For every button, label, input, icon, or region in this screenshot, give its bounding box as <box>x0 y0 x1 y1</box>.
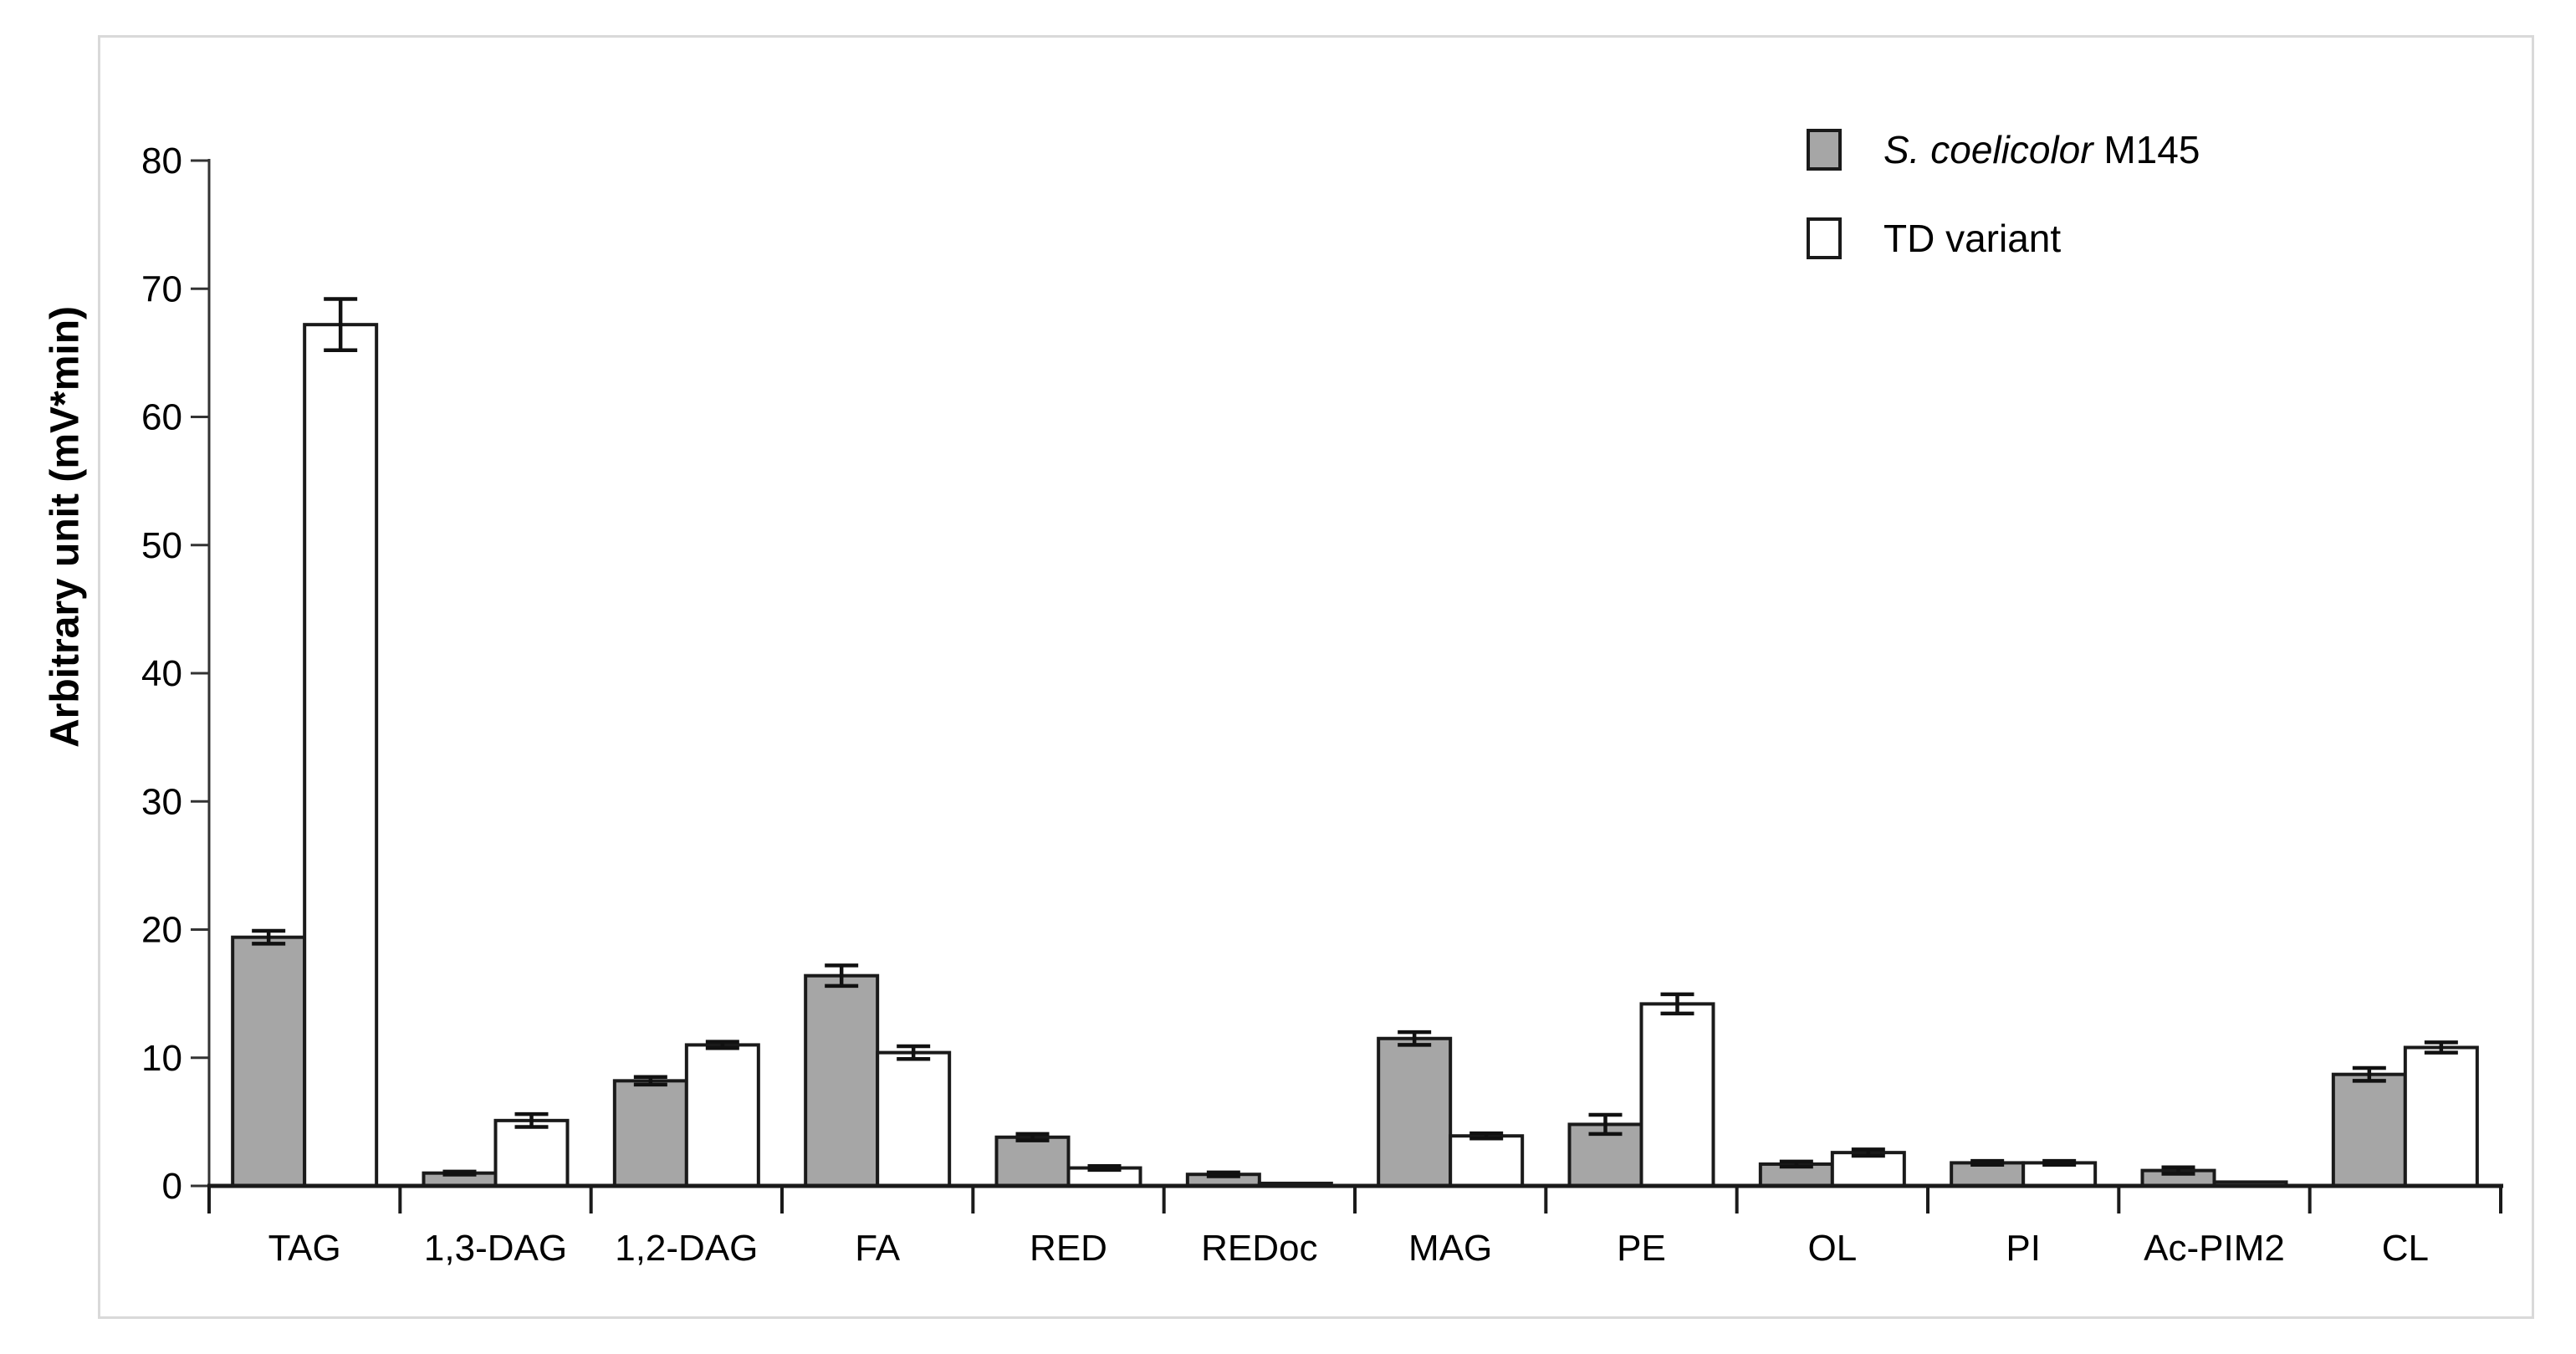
error-bar-1,2-DAG-series0 <box>633 1075 667 1087</box>
x-category-label-PI: PI <box>2006 1228 2041 1269</box>
x-category-label-1,2-DAG: 1,2-DAG <box>615 1228 758 1269</box>
error-bar-MAG-series0 <box>1398 1030 1432 1047</box>
error-bar-FA-series0 <box>825 963 859 989</box>
legend-species-italic: S. coelicolor <box>1883 128 2093 171</box>
bar-FA-series1 <box>876 1050 952 1188</box>
x-category-label-RED: RED <box>1030 1228 1107 1269</box>
y-tick-label-0: 0 <box>162 1166 182 1207</box>
error-bar-TAG-series1 <box>324 297 358 353</box>
y-tick-label-10: 10 <box>141 1038 182 1079</box>
error-bar-PI-series1 <box>2042 1158 2077 1167</box>
x-category-label-MAG: MAG <box>1408 1228 1492 1269</box>
y-tick-label-50: 50 <box>141 525 182 566</box>
error-bar-MAG-series1 <box>1469 1131 1504 1141</box>
error-bar-CL-series1 <box>2424 1040 2458 1055</box>
bar-OL-series1 <box>1830 1151 1906 1188</box>
x-category-label-PE: PE <box>1617 1228 1666 1269</box>
error-bar-RED-series0 <box>1015 1132 1050 1142</box>
error-bar-RED-series1 <box>1087 1164 1122 1173</box>
x-category-label-REDoc: REDoc <box>1201 1228 1317 1269</box>
error-bar-1,3-DAG-series1 <box>514 1111 549 1129</box>
error-bar-OL-series1 <box>1851 1147 1885 1158</box>
bar-CL-series1 <box>2403 1045 2479 1188</box>
y-tick-label-30: 30 <box>141 781 182 822</box>
error-bar-OL-series0 <box>1779 1159 1813 1169</box>
legend-label-td-variant: TD variant <box>1883 217 2062 260</box>
bar-RED-series0 <box>994 1135 1071 1188</box>
bar-TAG-series0 <box>231 935 307 1188</box>
x-category-label-OL: OL <box>1807 1228 1857 1269</box>
y-tick-label-40: 40 <box>141 653 182 694</box>
bar-TAG-series1 <box>303 323 379 1188</box>
y-tick-label-80: 80 <box>141 141 182 181</box>
error-bar-1,2-DAG-series1 <box>705 1040 739 1050</box>
x-category-label-TAG: TAG <box>268 1228 341 1269</box>
error-bar-CL-series0 <box>2352 1065 2386 1083</box>
error-bar-TAG-series0 <box>252 928 286 946</box>
error-bar-PE-series1 <box>1660 992 1694 1016</box>
bar-1,2-DAG-series0 <box>612 1079 688 1188</box>
error-bar-FA-series1 <box>897 1044 931 1061</box>
legend-swatch-td-variant <box>1807 217 1842 259</box>
bar-FA-series0 <box>804 973 880 1188</box>
y-tick-label-20: 20 <box>141 910 182 951</box>
error-bar-1,3-DAG-series0 <box>442 1169 477 1177</box>
error-bar-PE-series0 <box>1588 1112 1623 1137</box>
x-category-label-1,3-DAG: 1,3-DAG <box>424 1228 567 1269</box>
bar-PE-series1 <box>1639 1002 1715 1188</box>
x-category-label-FA: FA <box>855 1228 900 1269</box>
legend-item-m145: S. coelicolor M145 <box>1807 127 2200 172</box>
legend-label-m145: S. coelicolor M145 <box>1883 127 2200 172</box>
legend-strain-text: M145 <box>2093 128 2200 171</box>
bar-MAG-series0 <box>1377 1036 1453 1188</box>
x-category-label-Ac-PIM2: Ac-PIM2 <box>2144 1228 2285 1269</box>
y-tick-label-60: 60 <box>141 397 182 438</box>
bar-CL-series0 <box>2331 1072 2407 1188</box>
y-tick-label-70: 70 <box>141 268 182 309</box>
chart-frame <box>98 35 2534 1319</box>
error-bar-PI-series0 <box>1970 1158 2005 1167</box>
bar-1,3-DAG-series1 <box>493 1118 570 1188</box>
legend: S. coelicolor M145 TD variant <box>1807 127 2200 304</box>
y-axis-title: Arbitrary unit (mV*min) <box>43 305 88 749</box>
legend-item-td-variant: TD variant <box>1807 216 2200 261</box>
x-category-label-CL: CL <box>2382 1228 2429 1269</box>
error-bar-REDoc-series0 <box>1206 1170 1240 1178</box>
error-bar-Ac-PIM2-series0 <box>2161 1165 2195 1176</box>
legend-swatch-m145 <box>1807 129 1842 171</box>
bar-MAG-series1 <box>1449 1134 1525 1188</box>
bar-1,2-DAG-series1 <box>684 1043 760 1188</box>
